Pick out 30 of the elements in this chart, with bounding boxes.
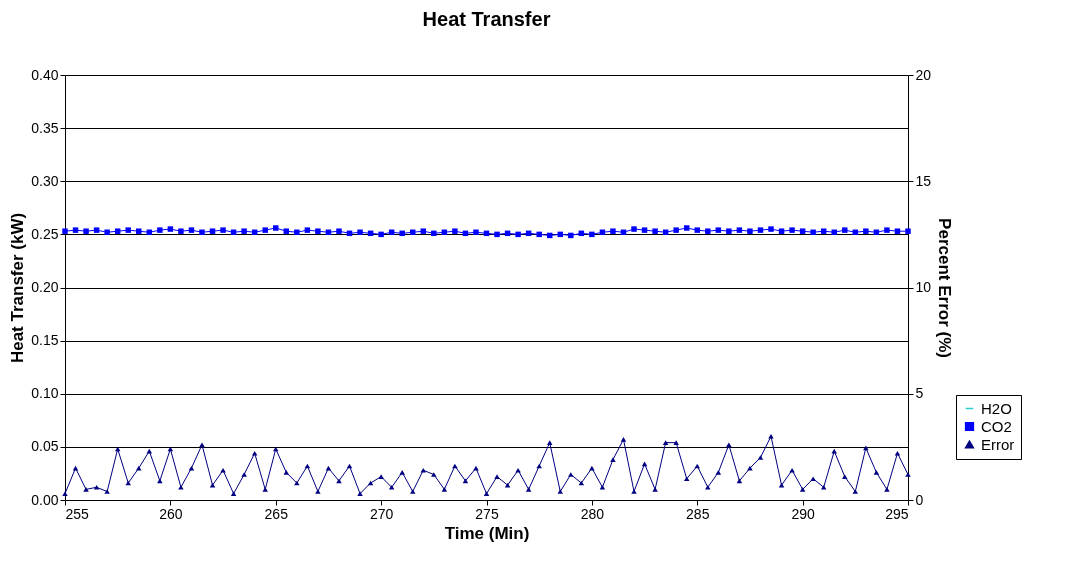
x-tick-label: 280 — [580, 505, 605, 522]
y-tick-label: 0.05 — [31, 438, 59, 455]
y-tick-label: 0.00 — [31, 491, 59, 508]
y2-axis-title: Percent Error (%) — [935, 218, 955, 358]
y2-tick-label: 20 — [915, 66, 932, 83]
x-axis-title: Time (Min) — [444, 523, 530, 543]
x-tick-label: 265 — [264, 505, 289, 522]
x-tick-label: 285 — [686, 505, 710, 522]
x-tick-label: 260 — [159, 505, 183, 522]
legend-label: Error — [981, 435, 1015, 453]
y-tick-label: 0.40 — [31, 66, 59, 83]
x-tick-label: 290 — [791, 505, 816, 522]
y-axis-title: Heat Transfer (kW) — [8, 212, 28, 364]
y2-tick-label: 15 — [915, 172, 932, 189]
x-tick-label: 270 — [369, 505, 394, 522]
y-tick-label: 0.15 — [31, 332, 59, 349]
x-tick-label: 295 — [885, 505, 909, 522]
y-tick-label: 0.30 — [31, 172, 59, 189]
y-tick-label: 0.10 — [31, 385, 59, 402]
legend-label: CO2 — [981, 417, 1012, 435]
y2-tick-label: 5 — [915, 385, 924, 402]
x-tick-label: 275 — [475, 505, 499, 522]
chart-title: Heat Transfer — [422, 8, 551, 30]
y2-tick-label: 10 — [915, 279, 932, 295]
y-tick-label: 0.35 — [31, 119, 59, 136]
legend-label: H2O — [981, 399, 1012, 417]
y2-tick-label: 0 — [915, 491, 924, 508]
x-tick-label: 255 — [65, 505, 90, 522]
y-tick-label: 0.20 — [31, 279, 59, 295]
y-tick-label: 0.25 — [31, 225, 59, 242]
